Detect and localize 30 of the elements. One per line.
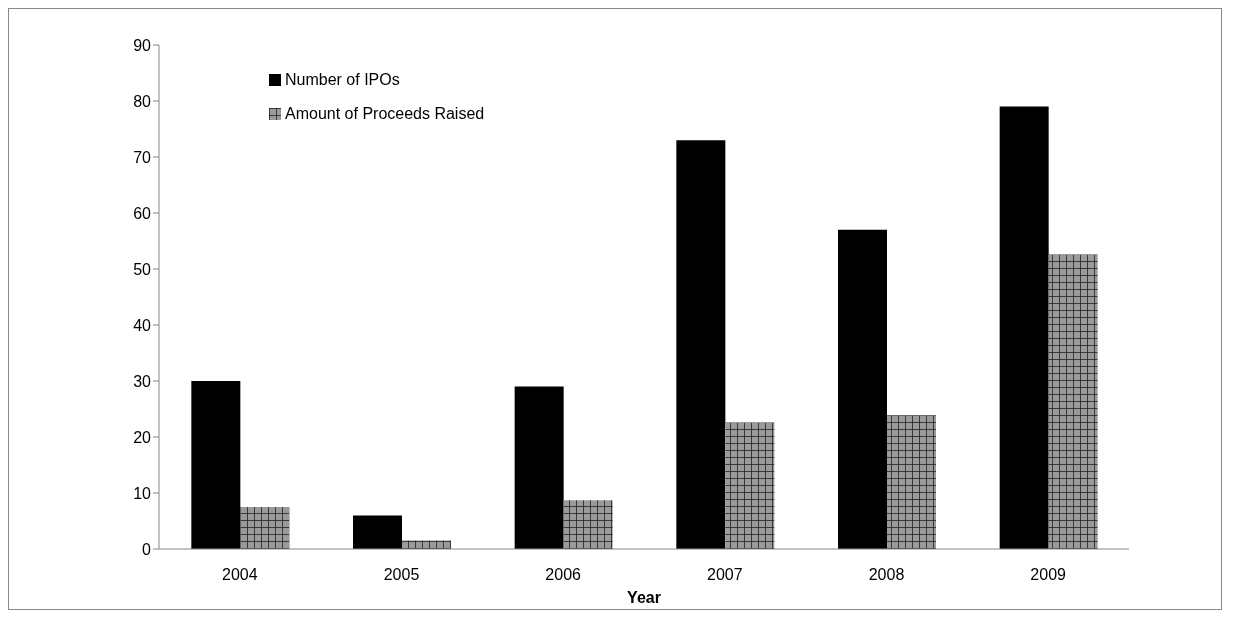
bar bbox=[353, 515, 402, 549]
x-tick-label: 2005 bbox=[383, 566, 420, 584]
bar bbox=[999, 106, 1049, 549]
y-tick-label: 50 bbox=[133, 260, 152, 278]
bar bbox=[887, 415, 936, 549]
bar bbox=[1048, 254, 1098, 549]
bar bbox=[563, 500, 613, 549]
y-tick-label: 10 bbox=[133, 484, 152, 502]
bar bbox=[838, 229, 887, 549]
bar bbox=[191, 381, 241, 549]
bar bbox=[514, 386, 564, 549]
legend-label: Number of IPOs bbox=[285, 71, 400, 89]
y-tick-label: 70 bbox=[133, 148, 152, 166]
x-tick-label: 2007 bbox=[707, 566, 743, 584]
bar bbox=[676, 140, 726, 549]
x-tick-label: 2004 bbox=[222, 566, 258, 584]
y-tick-label: 90 bbox=[133, 36, 152, 54]
y-tick-label: 80 bbox=[133, 92, 152, 110]
bar bbox=[240, 507, 290, 549]
y-tick-label: 30 bbox=[133, 372, 152, 390]
y-tick-label: 60 bbox=[133, 204, 152, 222]
x-tick-label: 2009 bbox=[1030, 566, 1067, 584]
y-tick-label: 0 bbox=[142, 540, 152, 558]
x-axis-title: Year bbox=[627, 589, 661, 606]
x-tick-label: 2008 bbox=[868, 566, 905, 584]
y-tick-label: 20 bbox=[133, 428, 152, 446]
y-tick-label: 40 bbox=[133, 316, 152, 334]
bar bbox=[725, 422, 775, 549]
x-tick-label: 2006 bbox=[545, 566, 582, 584]
legend-label: Amount of Proceeds Raised bbox=[285, 105, 485, 123]
